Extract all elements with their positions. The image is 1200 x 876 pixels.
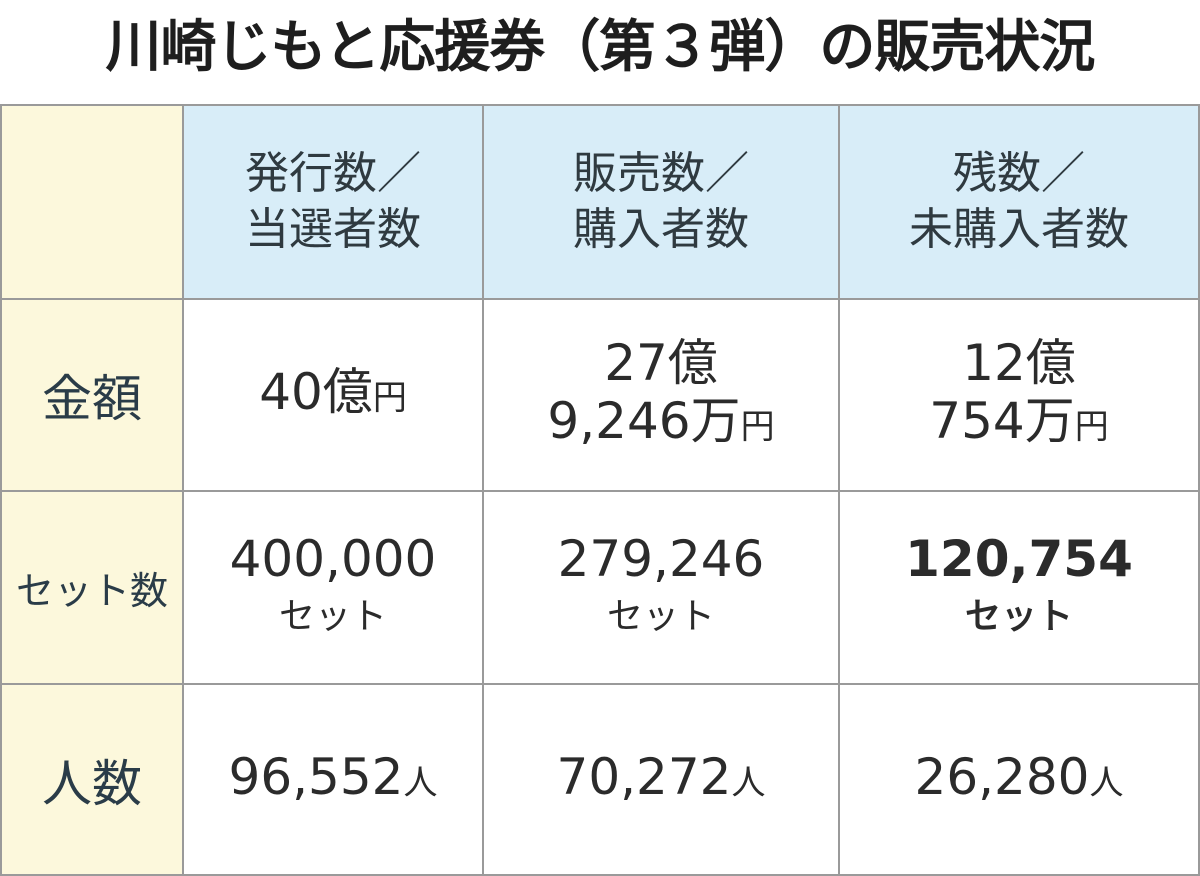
column-header: 残数／ 未購入者数: [838, 104, 1200, 300]
value-line: セット: [965, 588, 1073, 646]
row-label: 人数: [0, 683, 184, 876]
value-cell: 279,246 セット: [482, 490, 840, 685]
value-text: 26,280: [914, 747, 1090, 806]
value-line: 279,246: [558, 530, 765, 588]
value-line: セット: [607, 588, 715, 646]
value-text: 40億: [259, 363, 373, 421]
value-unit: 円: [372, 378, 407, 418]
value-line: 27億: [604, 334, 718, 392]
header-line: 発行数／: [245, 148, 421, 199]
value-unit: 人: [403, 762, 438, 803]
value-line: 12億: [962, 334, 1076, 392]
value-text: セット: [606, 595, 715, 637]
value-line: 9,246万円: [547, 392, 774, 456]
value-text: 400,000: [229, 529, 437, 588]
value-text: セット: [964, 595, 1073, 637]
row-label-text: セット数: [15, 569, 168, 613]
value-text: 120,754: [905, 529, 1133, 588]
header-line: 当選者数: [245, 204, 421, 255]
value-line: 96,552人: [229, 748, 438, 812]
value-line: 120,754: [905, 530, 1133, 588]
value-line: 70,272人: [557, 748, 766, 812]
value-cell: 96,552人: [182, 683, 484, 876]
value-unit: 人: [731, 762, 766, 803]
value-text: 27億: [604, 334, 718, 392]
value-line: 40億円: [259, 363, 407, 427]
value-text: 754万: [929, 392, 1075, 450]
value-text: 12億: [962, 334, 1076, 392]
value-cell: 120,754 セット: [838, 490, 1200, 685]
header-line: 販売数／: [573, 148, 749, 199]
value-text: 70,272: [556, 747, 732, 806]
row-label: 金額: [0, 298, 184, 492]
row-label-text: 金額: [42, 370, 142, 428]
value-text: 96,552: [228, 747, 404, 806]
value-cell: 12億 754万円: [838, 298, 1200, 492]
value-line: セット: [279, 588, 387, 646]
value-line: 26,280人: [915, 748, 1124, 812]
value-cell: 27億 9,246万円: [482, 298, 840, 492]
value-unit: 人: [1089, 762, 1124, 803]
column-header: 発行数／ 当選者数: [182, 104, 484, 300]
row-label: セット数: [0, 490, 184, 685]
value-text: セット: [278, 595, 387, 637]
value-text: 9,246万: [547, 392, 741, 450]
sales-table: 発行数／ 当選者数 販売数／ 購入者数 残数／ 未購入者数 金額 40億円 27億 9,246万円…: [0, 104, 1200, 876]
header-line: 残数／: [953, 148, 1085, 199]
row-label-text: 人数: [42, 754, 142, 813]
value-unit: 円: [740, 407, 775, 447]
corner-cell: [0, 104, 184, 300]
value-text: 279,246: [557, 529, 765, 588]
value-line: 400,000: [230, 530, 437, 588]
value-unit: 円: [1074, 407, 1109, 447]
column-header: 販売数／ 購入者数: [482, 104, 840, 300]
value-cell: 40億円: [182, 298, 484, 492]
value-cell: 400,000 セット: [182, 490, 484, 685]
value-cell: 26,280人: [838, 683, 1200, 876]
value-line: 754万円: [929, 392, 1108, 456]
header-line: 未購入者数: [909, 204, 1129, 255]
header-line: 購入者数: [573, 204, 749, 255]
value-cell: 70,272人: [482, 683, 840, 876]
title: 川崎じもと応援券（第３弾）の販売状況: [105, 15, 1096, 80]
